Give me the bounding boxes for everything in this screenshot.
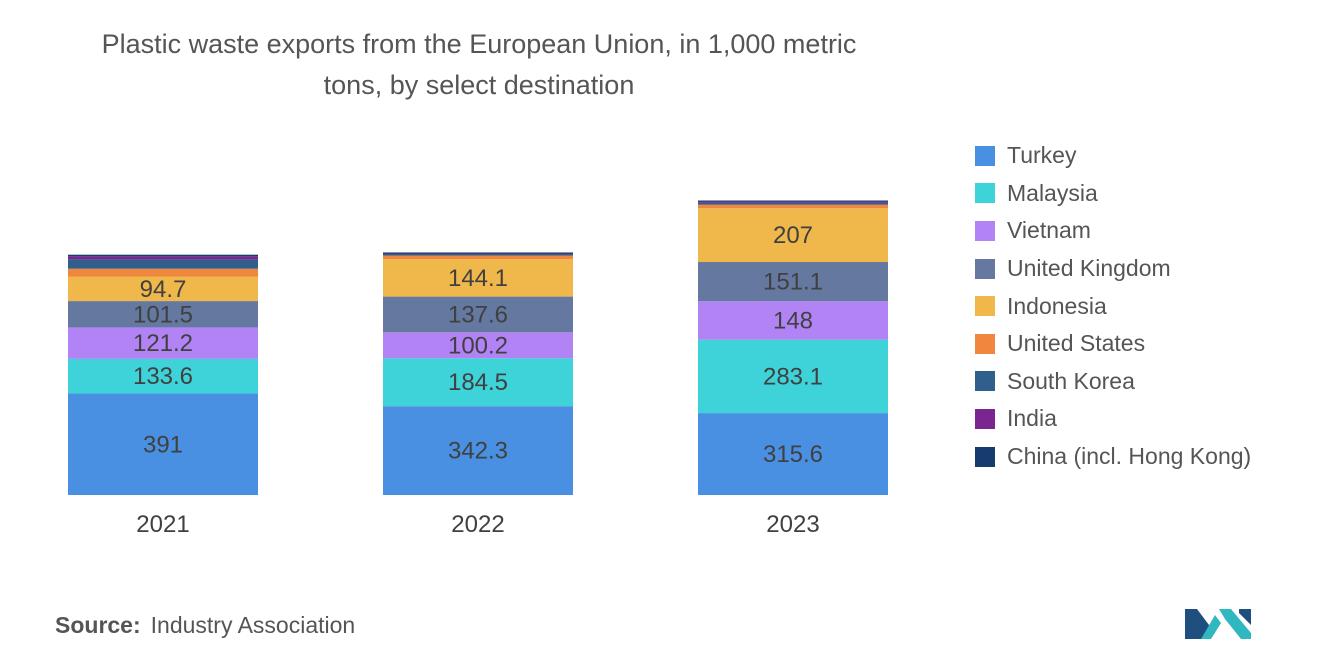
chart-title: Plastic waste exports from the European … [0,24,958,106]
bar-segment-indonesia-2021 [68,276,258,302]
data-label-malaysia-2022: 184.5 [448,369,508,396]
bar-segment-turkey-2023 [698,413,888,495]
legend-item-united-states: United States [975,325,1251,363]
bar-segment-malaysia-2021 [68,358,258,394]
legend-swatch-united-kingdom [975,258,995,279]
bar-segment-vietnam-2021 [68,327,258,359]
bar-segment-united-kingdom-2023 [698,262,888,302]
bar-segment-india-2023 [698,201,888,203]
legend-item-indonesia: Indonesia [975,287,1251,325]
legend-item-vietnam: Vietnam [975,212,1251,250]
legend-swatch-south-korea [975,371,995,392]
brand-logo-icon [1185,609,1251,639]
x-tick-label-2022: 2022 [451,511,504,538]
source-label: Source: [55,612,141,638]
bar-segment-united-states-2022 [383,255,573,260]
legend-swatch-indonesia [975,296,995,317]
legend-item-turkey: Turkey [975,137,1251,175]
legend-label-south-korea: South Korea [1007,367,1135,394]
legend-item-united-kingdom: United Kingdom [975,250,1251,288]
legend-label-united-states: United States [1007,330,1146,357]
bar-segment-south-korea-2021 [68,259,258,269]
legend-swatch-china-incl-hong-kong [975,446,995,467]
legend-item-india: India [975,400,1251,438]
bar-segment-china-incl-hong-kong-2021 [68,254,258,257]
legend-item-china-incl-hong-kong: China (incl. Hong Kong) [975,438,1251,476]
x-tick-label-2023: 2023 [766,511,819,538]
data-label-vietnam-2022: 100.2 [448,332,508,359]
bar-segment-turkey-2021 [68,393,258,495]
data-label-vietnam-2021: 121.2 [133,330,193,357]
data-label-united-kingdom-2021: 101.5 [133,301,193,328]
legend-label-malaysia: Malaysia [1007,179,1098,206]
bar-segment-vietnam-2023 [698,301,888,340]
bar-segment-south-korea-2023 [698,202,888,205]
data-label-united-kingdom-2022: 137.6 [448,301,508,328]
legend-swatch-malaysia [975,183,995,204]
bar-segment-vietnam-2022 [383,332,573,359]
legend-label-china-incl-hong-kong: China (incl. Hong Kong) [1007,443,1252,470]
bar-segment-south-korea-2022 [383,254,573,256]
legend-swatch-vietnam [975,220,995,241]
logo-right-post [1239,609,1251,625]
bar-segment-united-states-2023 [698,204,888,209]
bars-layer [68,200,888,495]
legend-label-vietnam: Vietnam [1007,217,1091,244]
legend-label-turkey: Turkey [1007,142,1077,169]
legend-label-india: India [1007,405,1057,432]
bar-segment-india-2021 [68,256,258,260]
chart-title-line-1: Plastic waste exports from the European … [101,29,857,59]
data-label-indonesia-2022: 144.1 [448,265,508,292]
legend-item-malaysia: Malaysia [975,175,1251,213]
legend-label-united-kingdom: United Kingdom [1007,255,1171,282]
bar-segment-china-incl-hong-kong-2022 [383,252,573,254]
data-label-vietnam-2023: 148 [773,307,813,334]
source-text: Industry Association [150,612,356,638]
x-axis-ticks: 2021 2022 2023 [136,511,819,538]
legend: Turkey Malaysia Vietnam United Kingdom Indon… [975,137,1251,475]
bar-segment-united-states-2021 [68,268,258,277]
bar-segment-malaysia-2022 [383,358,573,407]
source-note: Source: Industry Association [55,612,355,639]
legend-swatch-india [975,408,995,429]
bar-segment-china-incl-hong-kong-2023 [698,200,888,202]
bar-segment-united-kingdom-2021 [68,301,258,328]
bar-segment-turkey-2022 [383,406,573,495]
legend-item-south-korea: South Korea [975,363,1251,401]
chart-title-line-2: tons, by select destination [323,70,635,100]
data-label-turkey-2021: 391 [143,431,183,458]
legend-label-indonesia: Indonesia [1007,292,1107,319]
data-label-turkey-2023: 315.6 [763,441,823,468]
data-label-malaysia-2023: 283.1 [763,363,823,390]
logo-right-stroke [1219,609,1251,639]
data-label-united-kingdom-2023: 151.1 [763,269,823,296]
legend-swatch-united-states [975,333,995,354]
bar-segment-united-kingdom-2022 [383,296,573,333]
bar-segment-indonesia-2023 [698,208,888,263]
x-tick-label-2021: 2021 [136,511,189,538]
logo-middle-stroke [1201,615,1221,639]
bar-segment-india-2022 [383,253,573,254]
data-label-indonesia-2023: 207 [773,222,813,249]
bar-segment-indonesia-2022 [383,259,573,297]
data-label-turkey-2022: 342.3 [448,438,508,465]
bar-segment-malaysia-2023 [698,339,888,414]
data-label-indonesia-2021: 94.7 [140,276,187,303]
legend-swatch-turkey [975,145,995,166]
data-label-malaysia-2021: 133.6 [133,363,193,390]
